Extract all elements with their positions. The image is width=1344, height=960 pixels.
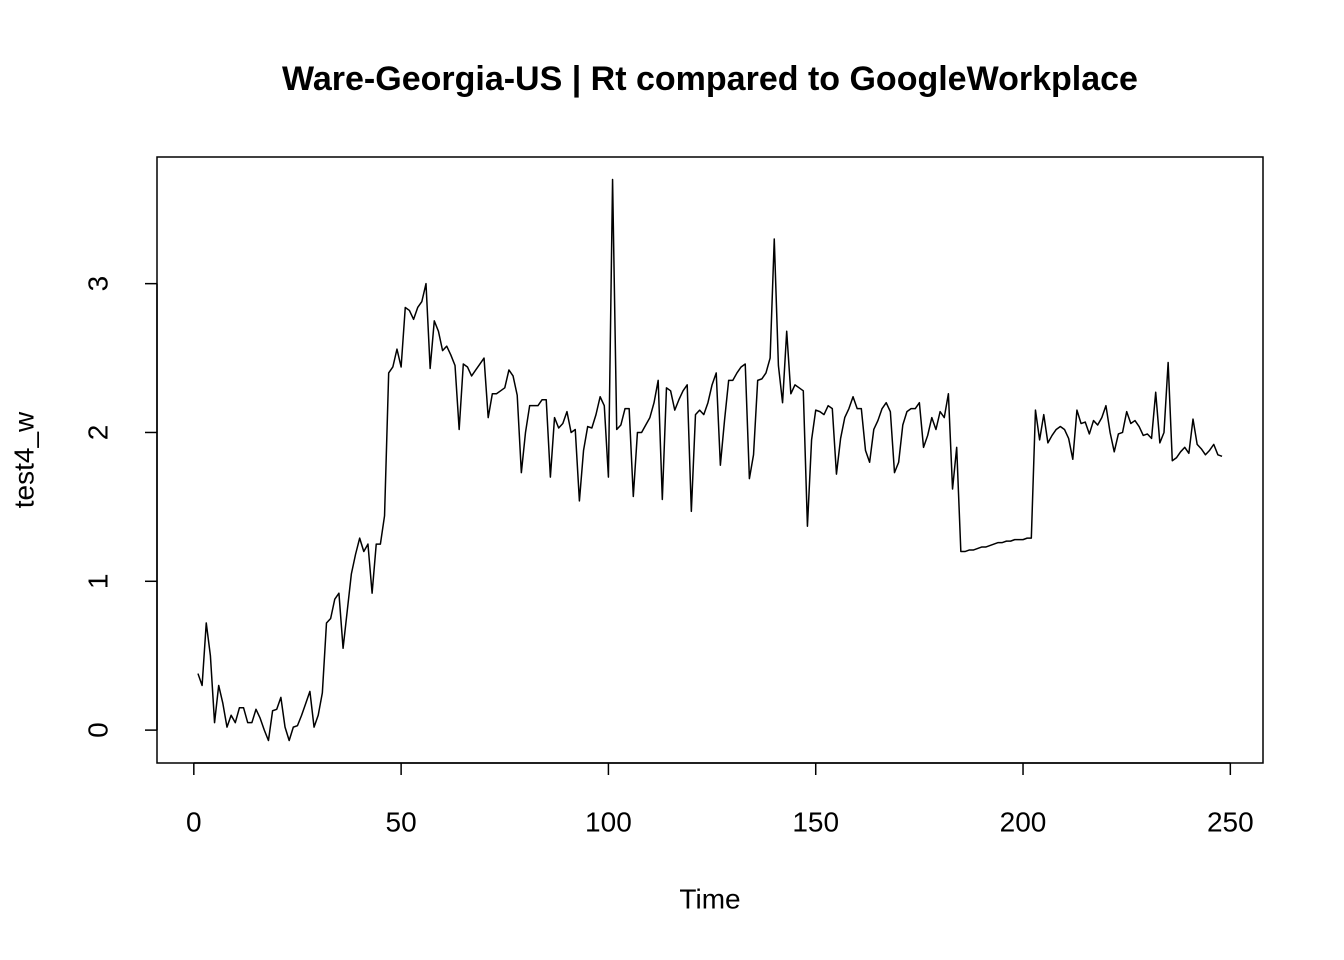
x-tick-label: 200 <box>1000 806 1047 837</box>
x-tick-label: 150 <box>792 806 839 837</box>
x-tick-label: 250 <box>1207 806 1254 837</box>
y-tick-label: 3 <box>82 276 113 292</box>
x-tick-label: 0 <box>186 806 202 837</box>
series-line <box>197 178 1223 742</box>
chart-title: Ware-Georgia-US | Rt compared to GoogleW… <box>282 60 1138 98</box>
y-tick-label: 1 <box>82 574 113 590</box>
x-tick-label: 50 <box>386 806 417 837</box>
x-axis-label: Time <box>679 883 740 914</box>
y-tick-label: 2 <box>82 425 113 441</box>
y-tick-label: 0 <box>82 722 113 738</box>
y-axis-label: test4_w <box>8 411 39 508</box>
x-tick-label: 100 <box>585 806 632 837</box>
